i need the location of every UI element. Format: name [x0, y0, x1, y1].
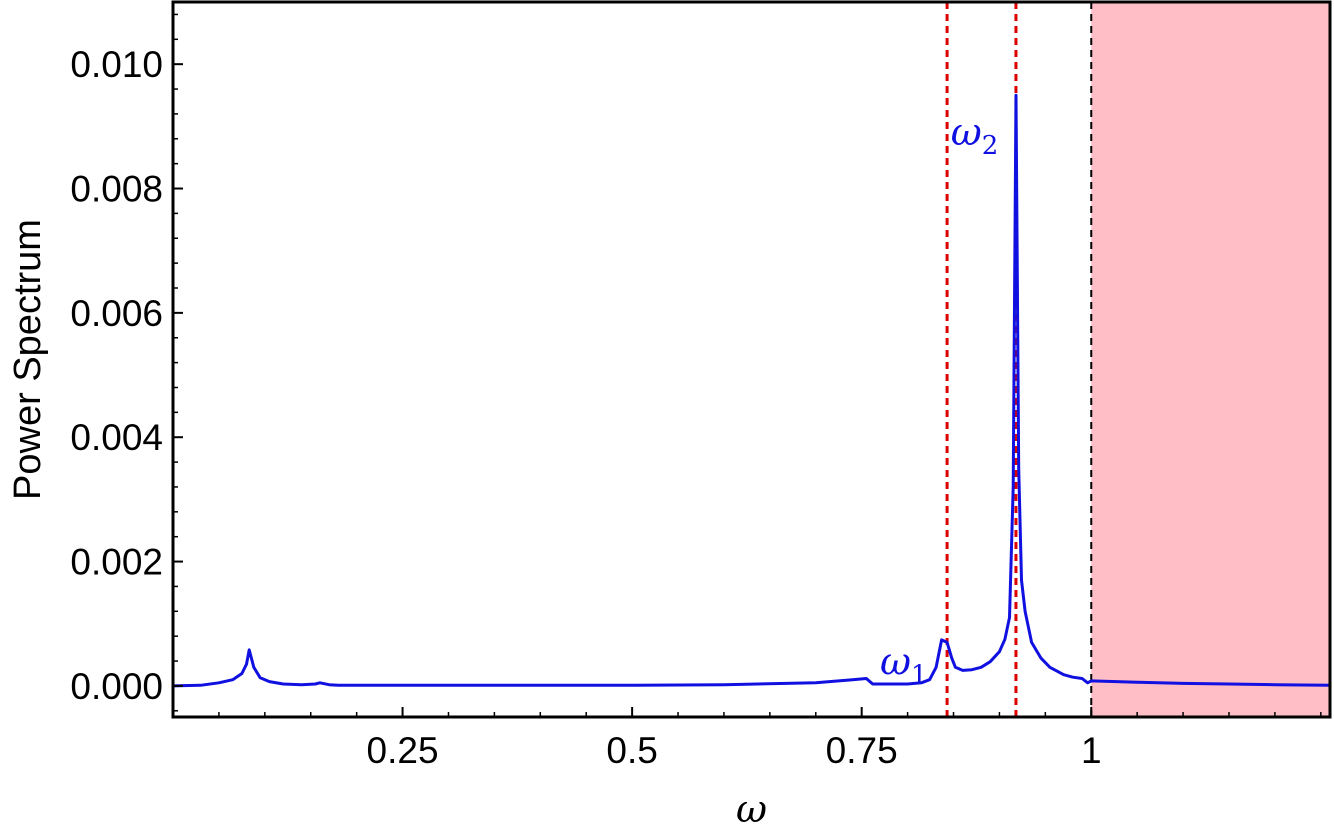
shaded-region-layer: [1091, 2, 1330, 717]
series-line-1: [171, 93, 1332, 688]
plot-border: [171, 0, 1332, 719]
y-tick-label: 0.010: [70, 44, 163, 85]
y-tick-label: 0.000: [70, 666, 163, 707]
y-tick-label: 0.002: [70, 542, 163, 583]
series-layer: [171, 93, 1332, 688]
ticks-layer: 0.25 0.5 0.75 1 0.000 0.002 0.004 0.006 0.008 0.0…: [70, 13, 1322, 771]
shaded-region: [1091, 2, 1330, 717]
x-axis-title: ω: [736, 787, 767, 831]
x-tick-label: 0.75: [826, 730, 898, 771]
plot-frame: [171, 0, 1332, 719]
x-tick-label: 1: [1081, 730, 1102, 771]
annotation-subscript: 1: [911, 661, 928, 691]
annotations-layer: ω1 ω2: [880, 110, 998, 691]
y-tick-label: 0.004: [70, 417, 163, 458]
annotation-omega-2: ω2: [951, 110, 999, 161]
x-tick-label: 0.5: [606, 730, 657, 771]
y-tick-label: 0.006: [70, 293, 163, 334]
y-axis-title: Power Spectrum: [7, 219, 49, 500]
x-tick-label: 0.25: [367, 730, 439, 771]
annotation-subscript: 2: [982, 131, 999, 161]
annotation-omega-1: ω1: [880, 640, 928, 691]
y-tick-label: 0.008: [70, 169, 163, 210]
